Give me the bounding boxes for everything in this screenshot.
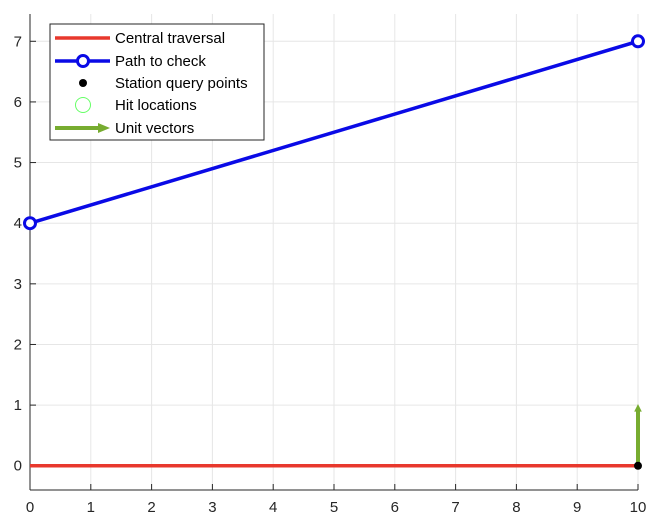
legend-swatch-hit-locations	[75, 97, 91, 113]
y-tick-label: 1	[14, 397, 22, 414]
x-tick-label: 0	[26, 499, 34, 516]
tick-labels: 0 1 2 3 4 5 6 7 8 9 10 0 1 2 3 4 5 6 7	[14, 33, 647, 516]
y-tick-label: 3	[14, 276, 22, 293]
x-tick-label: 7	[451, 499, 459, 516]
x-tick-label: 10	[630, 499, 647, 516]
y-tick-label: 7	[14, 33, 22, 50]
legend-swatch-path-to-check-marker	[76, 54, 90, 68]
y-tick-label: 2	[14, 336, 22, 353]
y-tick-label: 6	[14, 94, 22, 111]
axes	[29, 14, 639, 491]
y-tick-label: 4	[14, 215, 22, 232]
legend-label: Station query points	[115, 75, 248, 92]
x-tick-label: 6	[391, 499, 399, 516]
y-tick-label: 5	[14, 155, 22, 172]
legend-label: Central traversal	[115, 30, 225, 47]
x-tick-label: 5	[330, 499, 338, 516]
x-tick-label: 2	[147, 499, 155, 516]
path-to-check-marker	[23, 216, 37, 231]
series-layer	[23, 34, 645, 470]
x-tick-label: 3	[208, 499, 216, 516]
legend-swatch-unit-vectors-head	[98, 123, 110, 133]
legend: Central traversal Path to check Station qu…	[49, 23, 265, 141]
series-path-to-check-line	[29, 39, 639, 225]
legend-label: Unit vectors	[115, 120, 194, 137]
unit-vector-head	[634, 403, 642, 412]
legend-label: Hit locations	[115, 97, 197, 114]
x-tick-label: 9	[573, 499, 581, 516]
y-tick-label: 0	[14, 458, 22, 475]
x-tick-label: 4	[269, 499, 277, 516]
station-query-point	[634, 461, 642, 470]
legend-label: Path to check	[115, 53, 206, 70]
x-tick-label: 8	[512, 499, 520, 516]
path-to-check-marker	[631, 34, 645, 49]
x-tick-label: 1	[87, 499, 95, 516]
legend-swatch-station-query-points	[79, 79, 87, 87]
